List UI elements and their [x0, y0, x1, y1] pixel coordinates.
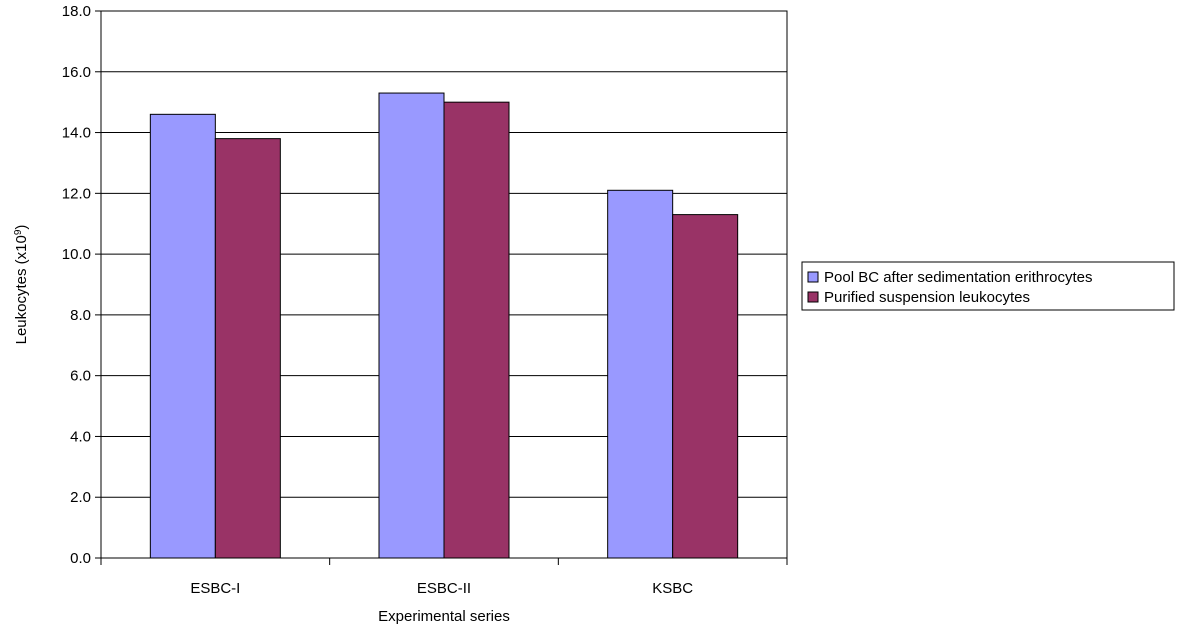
y-tick-label: 12.0 — [62, 185, 91, 202]
y-axis-title-superscript: 9 — [13, 229, 24, 235]
y-tick-label: 0.0 — [70, 550, 91, 567]
bar-pool-bc-esbc-ii — [378, 92, 445, 559]
bar-pool-bc-esbc-i — [149, 113, 216, 559]
axes — [100, 10, 788, 559]
bar-pool-bc-ksbc — [607, 189, 674, 559]
legend-box — [801, 261, 1175, 311]
bar-purified-ksbc — [672, 214, 739, 559]
plot-frame — [100, 10, 788, 559]
y-axis-ticks: 0.0 2.0 4.0 6.0 8.0 10.0 12.0 14.0 16.0 18.0 — [62, 3, 101, 567]
y-tick-label: 2.0 — [70, 489, 91, 506]
y-tick-label: 18.0 — [62, 3, 91, 20]
bar-purified-esbc-ii — [443, 101, 510, 559]
y-axis-title-suffix: ) — [13, 225, 30, 230]
legend-label: Pool BC after sedimentation erithrocytes — [824, 269, 1092, 286]
legend-label: Purified suspension leukocytes — [824, 289, 1030, 306]
x-tick-label: KSBC — [652, 580, 693, 597]
legend-swatch — [807, 291, 819, 303]
legend-swatch — [807, 271, 819, 283]
x-tick-label: ESBC-II — [417, 580, 471, 597]
y-tick-label: 14.0 — [62, 125, 91, 142]
y-axis-title-main: Leukocytes (x10 — [13, 235, 30, 344]
y-tick-label: 8.0 — [70, 307, 91, 324]
y-tick-label: 16.0 — [62, 64, 91, 81]
y-tick-label: 6.0 — [70, 368, 91, 385]
x-tick-label: ESBC-I — [190, 580, 240, 597]
x-axis-ticks: ESBC-I ESBC-II KSBC — [100, 558, 788, 597]
y-axis-title: Leukocytes (x109) — [13, 225, 31, 345]
legend: Pool BC after sedimentation erithrocytes… — [801, 261, 1175, 311]
bars — [149, 92, 739, 559]
y-tick-label: 4.0 — [70, 428, 91, 445]
bar-purified-esbc-i — [214, 138, 281, 559]
x-axis-title: Experimental series — [378, 608, 510, 625]
y-tick-label: 10.0 — [62, 246, 91, 263]
